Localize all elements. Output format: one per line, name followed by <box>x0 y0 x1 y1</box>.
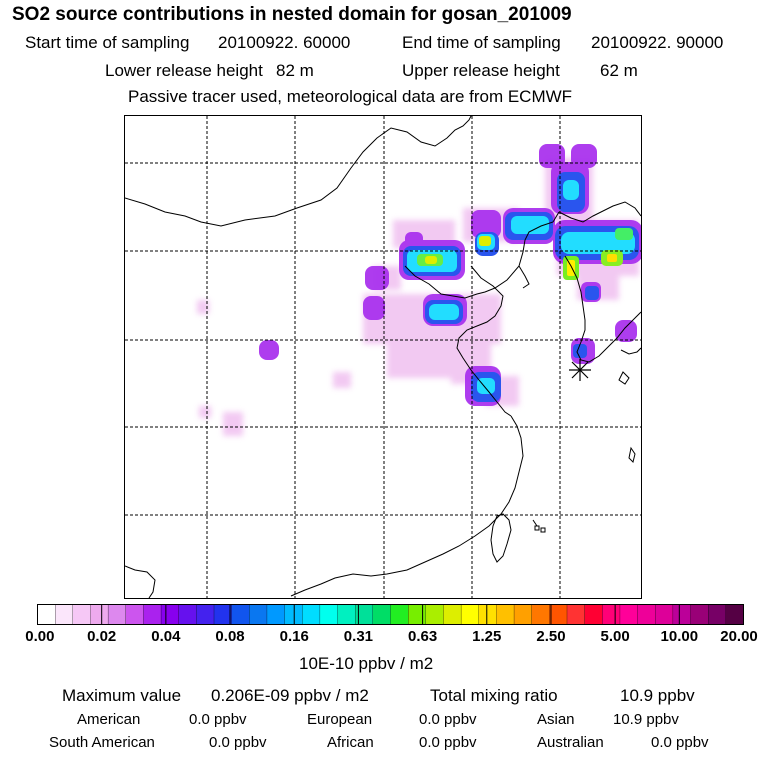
colorbar-cell <box>196 604 215 625</box>
colorbar-tick-label: 5.00 <box>600 628 630 645</box>
tracer-note: Passive tracer used, meteorological data… <box>128 87 573 106</box>
colorbar-cell <box>284 604 303 625</box>
region-value: 0.0 ppbv <box>419 711 477 728</box>
colorbar-cell <box>655 604 674 625</box>
colorbar-cell <box>266 604 286 625</box>
colorbar-cell <box>672 604 692 625</box>
max-value: 0.206E-09 ppbv / m2 <box>211 686 369 705</box>
colorbar-cell <box>213 604 233 625</box>
region-name: Australian <box>537 734 604 751</box>
colorbar-cell <box>125 604 144 625</box>
colorbar-cell <box>460 604 480 625</box>
colorbar-cell <box>708 604 727 625</box>
colorbar-tick-label: 1.25 <box>472 628 502 645</box>
colorbar <box>37 604 744 625</box>
colorbar-tick-label: 0.16 <box>279 628 309 645</box>
colorbar-cell <box>425 604 444 625</box>
colorbar-cell <box>231 604 250 625</box>
colorbar-tick-label: 0.63 <box>407 628 438 645</box>
colorbar-cell <box>302 604 321 625</box>
colorbar-cell <box>337 604 356 625</box>
colorbar-cell <box>513 604 533 625</box>
colorbar-cell <box>355 604 374 625</box>
concentration-field <box>197 144 643 436</box>
colorbar-cell <box>531 604 550 625</box>
colorbar-cell <box>584 604 603 625</box>
colorbar-cell <box>619 604 639 625</box>
colorbar-cell <box>496 604 515 625</box>
colorbar-tick-label: 0.02 <box>87 628 117 645</box>
region-name: European <box>307 711 373 728</box>
plot-title: SO2 source contributions in nested domai… <box>12 4 572 25</box>
colorbar-cell <box>390 604 409 625</box>
region-name: African <box>327 734 374 751</box>
region-value: 10.9 ppbv <box>613 711 679 728</box>
coastline <box>124 115 642 599</box>
end-time-value: 20100922. 90000 <box>591 33 724 52</box>
colorbar-tick-label: 10.00 <box>660 628 699 645</box>
colorbar-cell <box>637 604 656 625</box>
colorbar-cell <box>143 604 162 625</box>
colorbar-cell <box>407 604 427 625</box>
start-time-label: Start time of sampling <box>25 33 190 52</box>
colorbar-unit: 10E-10 ppbv / m2 <box>299 654 434 673</box>
colorbar-cell <box>160 604 180 625</box>
colorbar-cell <box>37 604 56 625</box>
total-mixing-label: Total mixing ratio <box>430 686 558 705</box>
colorbar-tick-label: 0.31 <box>343 628 374 645</box>
colorbar-cell <box>178 604 197 625</box>
colorbar-cell <box>549 604 568 625</box>
region-name: South American <box>49 734 155 751</box>
colorbar-cell <box>443 604 462 625</box>
region-name: Asian <box>537 711 575 728</box>
colorbar-cell <box>725 604 744 625</box>
lat-lon-grid <box>125 116 641 598</box>
colorbar-cell <box>319 604 338 625</box>
colorbar-cell <box>90 604 109 625</box>
colorbar-cell <box>566 604 586 625</box>
end-time-label: End time of sampling <box>402 33 561 52</box>
map-panel <box>124 115 643 599</box>
colorbar-cell <box>478 604 497 625</box>
colorbar-cell <box>249 604 268 625</box>
colorbar-cell <box>690 604 709 625</box>
max-value-label: Maximum value <box>62 686 182 705</box>
upper-release-label: Upper release height <box>402 61 560 80</box>
colorbar-tick-label: 0.04 <box>151 628 181 645</box>
region-name: American <box>77 711 141 728</box>
lower-release-label: Lower release height <box>105 61 263 80</box>
total-mixing-value: 10.9 ppbv <box>620 686 695 705</box>
lower-release-value: 82 m <box>276 61 314 80</box>
start-time-value: 20100922. 60000 <box>218 33 351 52</box>
region-value: 0.0 ppbv <box>651 734 709 751</box>
region-value: 0.0 ppbv <box>189 711 247 728</box>
colorbar-tick-label: 0.08 <box>215 628 245 645</box>
colorbar-tick-label: 0.00 <box>25 628 55 645</box>
colorbar-cell <box>107 604 127 625</box>
region-value: 0.0 ppbv <box>209 734 267 751</box>
upper-release-value: 62 m <box>600 61 638 80</box>
colorbar-cell <box>602 604 621 625</box>
colorbar-cell <box>54 604 74 625</box>
colorbar-tick-label: 20.00 <box>720 628 758 645</box>
receptor-marker <box>569 359 591 381</box>
region-value: 0.0 ppbv <box>419 734 477 751</box>
colorbar-cell <box>72 604 91 625</box>
colorbar-tick-label: 2.50 <box>536 628 566 645</box>
colorbar-cell <box>372 604 391 625</box>
